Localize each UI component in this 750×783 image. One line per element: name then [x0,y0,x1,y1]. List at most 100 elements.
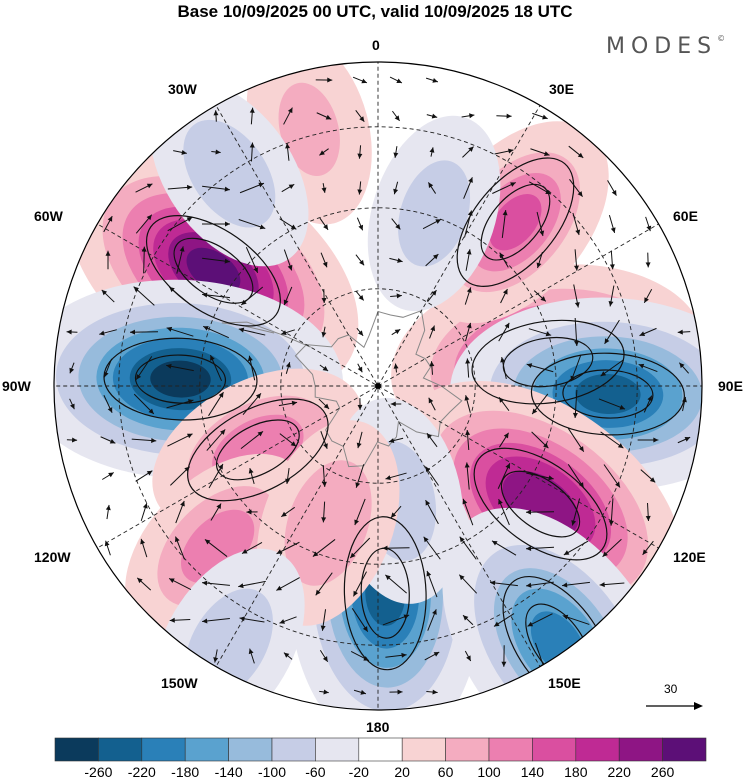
wind-vector [315,572,333,596]
colorbar-swatch [532,737,577,762]
wind-vector [209,354,223,382]
wind-vector [281,506,295,518]
wind-vector [321,183,327,193]
wind-vector [135,183,153,193]
wind-vector [528,181,552,195]
wind-vector [572,389,578,419]
wind-vector [176,246,185,274]
wind-vector [567,428,585,452]
wind-vector [572,212,581,236]
wind-vector [573,284,580,308]
wind-vector [425,499,439,525]
lon-label-150e: 150E [548,675,581,691]
wind-vector [66,329,78,335]
wind-vector [678,362,690,374]
wind-vector [356,327,364,337]
map-boundary [53,61,703,711]
wind-vector [357,363,363,373]
lon-label-180: 180 [366,719,390,735]
wind-vector [638,363,658,373]
wind-vector [425,77,439,83]
wind-vector [129,329,159,335]
wind-vector [464,650,472,662]
wind-vector [101,472,115,480]
wind-vector [206,429,226,451]
wind-vector [350,650,370,662]
wind-vector [569,179,583,197]
wind-vector [464,210,473,238]
wind-vector [390,401,402,407]
wind-vector [607,180,617,196]
colorbar-tick-label: 20 [394,764,410,780]
wind-vector [462,498,474,526]
wind-vector [321,288,327,304]
lon-label-120w: 120W [34,549,71,565]
brand-name: MODES [606,34,718,59]
wind-vector [465,429,471,451]
wind-vector [133,393,155,415]
colorbar-tick-label: -60 [305,764,326,780]
wind-vector [427,289,437,303]
wind-vector [465,249,472,271]
wind-vector [213,110,219,122]
wind-vector [598,398,626,410]
wind-vector [532,112,548,120]
wind-vector [201,221,231,227]
wind-vector [320,431,328,449]
colorbar-tick-label: 180 [564,764,588,780]
wind-vector [571,498,581,526]
wind-vector [246,509,258,515]
wind-vectors [66,76,691,695]
lon-label-0: 0 [372,37,380,53]
wind-vector [389,257,403,263]
wind-vector [574,317,580,347]
wind-vector [429,325,436,339]
wind-vector [316,112,332,120]
wind-vector [382,545,410,551]
wind-vector [427,609,437,631]
wind-vector [426,113,438,119]
wind-vector [202,325,230,339]
wind-vector [105,504,111,520]
wind-vector [389,76,403,84]
wind-vector [425,466,439,486]
wind-vector [204,539,228,557]
wind-vector [321,326,327,338]
wind-vector [318,398,330,410]
wind-vector [608,498,614,526]
wind-vector [428,397,436,411]
colorbar-tick-label: 140 [520,764,545,780]
wind-vector [567,464,585,488]
wind-vector [315,77,333,83]
wind-vector [573,249,579,271]
wind-vector [248,467,255,485]
wind-vector [425,253,439,267]
wind-vector [276,577,300,591]
wind-vector [600,431,624,449]
wind-vector [463,177,473,199]
wind-vector [645,216,652,232]
wind-vector [389,689,403,695]
wind-vector [390,293,402,299]
colorbar-swatch [445,737,490,762]
wind-vector [499,252,509,268]
wind-vector [281,183,295,193]
wind-vector [496,113,512,119]
wind-vector [385,472,407,481]
wind-vector [349,537,371,559]
wind-vector [500,356,507,380]
wind-vector [533,290,547,302]
wind-vector [100,436,116,444]
lon-label-150w: 150W [161,675,198,691]
wind-vector [319,689,329,695]
wind-vector [281,329,295,336]
wind-vector [169,617,191,623]
wind-vector [562,614,590,625]
wind-vector [465,358,471,378]
wind-vector [391,328,401,336]
wind-vector [464,287,472,305]
lon-label-30w: 30W [168,81,197,97]
wind-vector [166,363,194,372]
wind-vector [140,502,148,522]
wind-vector [465,322,472,342]
